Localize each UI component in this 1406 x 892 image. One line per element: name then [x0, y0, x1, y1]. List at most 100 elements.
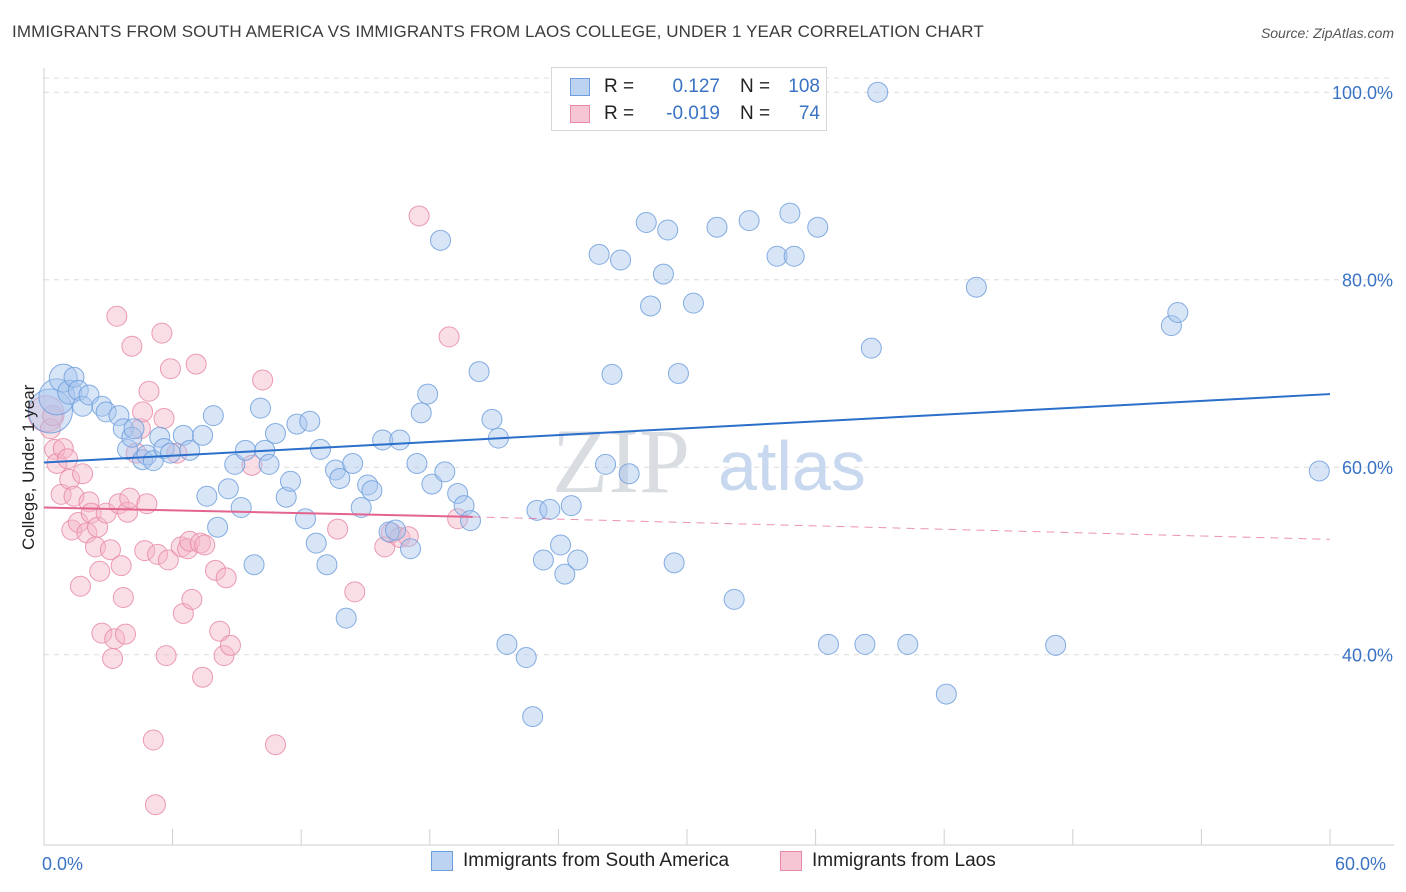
data-point-laos [102, 647, 124, 669]
data-point-south-america [410, 402, 432, 424]
stats-r-label: R = [604, 103, 635, 124]
data-point-south-america [723, 588, 745, 610]
data-point-south-america [72, 395, 94, 417]
trend-line-laos-extension [472, 516, 1331, 540]
x-tick-label-min: 0.0% [42, 854, 83, 874]
data-point-south-america [294, 508, 316, 530]
data-point-south-america [706, 216, 728, 238]
legend-label: Immigrants from South America [463, 850, 730, 871]
data-point-south-america [854, 633, 876, 655]
data-point-south-america [361, 480, 383, 502]
data-point-south-america [357, 474, 379, 496]
data-point-laos [209, 620, 231, 642]
data-point-laos [177, 538, 199, 560]
data-point-south-america [1045, 634, 1067, 656]
data-point-south-america [400, 538, 422, 560]
data-point-south-america [468, 361, 490, 383]
axes [43, 68, 1394, 846]
x-tick-label-max: 60.0% [1335, 854, 1386, 874]
data-point-south-america [434, 461, 456, 483]
trend-lines [43, 393, 1331, 540]
legend-item-laos[interactable]: Immigrants from Laos [780, 850, 996, 872]
legend-swatch-blue [431, 851, 453, 871]
data-point-laos [213, 645, 235, 667]
data-point-south-america [447, 482, 469, 504]
data-point-laos [72, 463, 94, 485]
data-point-south-america [196, 485, 218, 507]
data-point-south-america [230, 497, 252, 518]
data-point-south-america [108, 405, 130, 427]
data-point-south-america [123, 418, 145, 440]
data-point-laos [215, 567, 237, 589]
data-point-south-america [667, 362, 689, 384]
data-point-south-america [275, 486, 297, 508]
data-point-south-america [682, 292, 704, 314]
data-point-laos [153, 407, 175, 429]
data-point-south-america [57, 379, 83, 405]
data-point-south-america [1160, 315, 1182, 337]
data-point-laos [194, 534, 216, 556]
data-point-south-america [766, 245, 788, 267]
data-point-laos [42, 405, 64, 427]
data-point-south-america [1167, 302, 1189, 323]
data-point-laos [138, 380, 160, 402]
data-point-laos [52, 437, 74, 459]
data-point-south-america [588, 243, 610, 265]
data-point-south-america [817, 633, 839, 655]
stats-swatch-pink [570, 105, 590, 123]
data-point-laos [344, 581, 366, 603]
data-point-south-america [935, 683, 957, 705]
data-point-south-america [783, 245, 805, 267]
data-point-laos [59, 468, 81, 490]
data-point-laos [219, 634, 241, 656]
data-point-south-america [522, 706, 544, 728]
data-point-south-america [202, 405, 224, 427]
data-point-south-america [309, 438, 331, 460]
stats-row-south-america: R = 0.127 N = 108 [570, 73, 820, 101]
data-point-laos [252, 369, 274, 391]
data-point-laos [408, 205, 430, 227]
data-point-south-america [860, 337, 882, 359]
legend-item-south-america[interactable]: Immigrants from South America [431, 850, 729, 872]
data-point-south-america [286, 413, 308, 435]
data-point-south-america [430, 229, 452, 251]
data-point-south-america [779, 202, 801, 224]
legend-label: Immigrants from Laos [812, 850, 996, 871]
watermark-atlas: atlas [718, 427, 866, 505]
data-point-south-america [335, 607, 357, 629]
chart-source: Source: ZipAtlas.com [1260, 25, 1394, 41]
data-point-south-america [550, 534, 572, 556]
data-point-laos [106, 305, 128, 327]
trend-line-south-america [43, 393, 1331, 464]
data-point-south-america [663, 552, 685, 574]
y-tick-label: 80.0% [1342, 271, 1393, 291]
data-point-south-america [867, 81, 889, 103]
x-axis-ticks [43, 829, 1331, 845]
data-point-laos [157, 549, 179, 571]
data-point-south-america [305, 532, 327, 554]
data-point-south-america [243, 554, 265, 576]
data-point-south-america [738, 210, 760, 232]
data-point-laos [159, 358, 181, 380]
stats-n-value: 74 [798, 103, 820, 124]
y-axis-label: College, Under 1 year [19, 384, 38, 550]
data-point-laos [134, 540, 156, 562]
data-point-south-america [329, 467, 351, 489]
stats-row-laos: R = -0.019 N = 74 [570, 100, 820, 128]
data-point-laos [185, 353, 207, 375]
data-point-south-america [618, 463, 640, 485]
data-point-laos [264, 734, 286, 756]
series-immigrants-from-south-america [27, 81, 1330, 728]
data-point-laos [91, 622, 113, 644]
data-point-laos [117, 501, 139, 523]
data-point-south-america [640, 295, 662, 317]
stats-r-value: 0.127 [672, 76, 720, 97]
data-point-laos [69, 575, 91, 597]
data-point-south-america [1308, 460, 1330, 482]
data-point-south-america [965, 276, 987, 298]
data-point-laos [192, 666, 214, 688]
data-point-laos [155, 645, 177, 667]
data-point-south-america [350, 497, 372, 518]
data-point-south-america [63, 366, 85, 388]
